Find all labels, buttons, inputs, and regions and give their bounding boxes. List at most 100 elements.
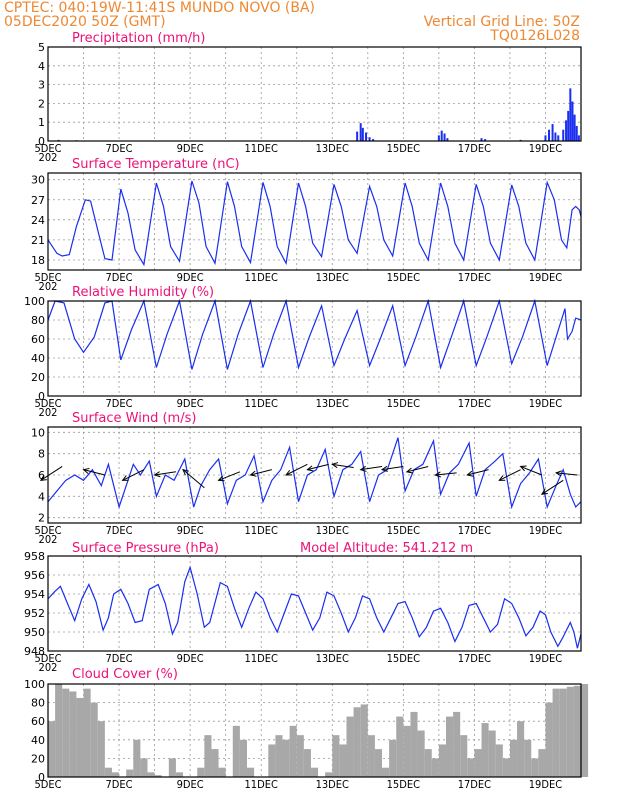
cloud-bar bbox=[417, 730, 425, 777]
cloud-cover-panel: Cloud Cover (%) 0 20 40 60 80 100 5DEC 7DEC 9DEC… bbox=[24, 667, 589, 791]
cloud-bar bbox=[90, 702, 98, 777]
x-tick-label: 11DEC bbox=[245, 397, 278, 410]
cloud-bar bbox=[566, 686, 574, 777]
precip-bar bbox=[557, 135, 560, 141]
cloud-bar bbox=[389, 739, 397, 777]
cloud-bar bbox=[410, 711, 418, 777]
x-tick-label: 9DEC bbox=[177, 778, 204, 791]
precip-bar bbox=[372, 139, 375, 141]
wind-arrow bbox=[39, 466, 63, 481]
x-tick-label: 13DEC bbox=[316, 142, 349, 155]
y-tick-label: 80 bbox=[31, 697, 45, 710]
x-tick-label: 17DEC bbox=[458, 271, 491, 284]
cloud-bar bbox=[197, 767, 205, 777]
cloud-bar bbox=[48, 721, 56, 777]
precip-bar bbox=[356, 131, 359, 141]
cloud-bar bbox=[104, 767, 112, 777]
precip-bar bbox=[571, 101, 574, 141]
cloud-bar bbox=[111, 772, 120, 777]
precip-bar bbox=[567, 110, 570, 141]
model-altitude-label: Model Altitude: 541.212 m bbox=[300, 541, 473, 556]
x-tick-label: 15DEC bbox=[387, 142, 420, 155]
wind-arrow bbox=[466, 469, 489, 477]
precipitation-title: Precipitation (mm/h) bbox=[72, 31, 205, 46]
x-tick-label: 11DEC bbox=[245, 652, 278, 665]
pressure-title: Surface Pressure (hPa) bbox=[72, 541, 219, 556]
cloud-bar bbox=[559, 688, 567, 777]
precip-bar bbox=[562, 129, 565, 141]
cloud-bar bbox=[55, 684, 63, 777]
cloud-bar bbox=[517, 721, 525, 777]
cloud-bar bbox=[538, 749, 546, 777]
cloud-bar bbox=[275, 735, 283, 777]
x-tick-label: 7DEC bbox=[106, 652, 133, 665]
year-label: 202 bbox=[39, 406, 58, 419]
y-tick-label: 40 bbox=[31, 352, 45, 365]
y-tick-label: 0 bbox=[38, 390, 45, 403]
cloud-bar bbox=[83, 688, 91, 777]
cloud-bar bbox=[460, 735, 468, 777]
wind-arrow bbox=[331, 462, 354, 469]
y-tick-label: 2 bbox=[38, 97, 45, 110]
y-tick-label: 80 bbox=[31, 314, 45, 327]
cloud-cover-title: Cloud Cover (%) bbox=[72, 667, 178, 682]
humidity-panel: Relative Humidity (%) 0 20 40 60 80 100 5DEC 7D… bbox=[24, 285, 582, 419]
wind-arrow bbox=[249, 469, 272, 477]
precipitation-panel: Precipitation (mm/h) 0 1 2 3 4 5 5DEC 7DEC 9DEC 1… bbox=[34, 31, 582, 164]
plot-frame bbox=[47, 426, 582, 524]
cloud-bar bbox=[495, 744, 503, 777]
cloud-bar bbox=[474, 749, 482, 777]
x-tick-label: 15DEC bbox=[387, 524, 420, 537]
cloud-bar bbox=[431, 758, 439, 777]
x-tick-label: 9DEC bbox=[177, 271, 204, 284]
wind-line bbox=[47, 437, 582, 510]
wind-arrow bbox=[153, 471, 176, 478]
temp-line bbox=[47, 180, 582, 267]
y-tick-label: 20 bbox=[31, 752, 45, 765]
cloud-bar bbox=[552, 688, 560, 777]
precip-bar bbox=[577, 135, 580, 141]
wind-arrow bbox=[498, 469, 521, 481]
y-tick-label: 956 bbox=[24, 569, 45, 582]
x-tick-label: 5DEC bbox=[34, 271, 61, 284]
cloud-bar bbox=[367, 735, 375, 777]
cloud-bar bbox=[289, 725, 297, 777]
year-label: 202 bbox=[39, 533, 58, 546]
y-tick-label: 10 bbox=[31, 426, 45, 439]
cloud-bar bbox=[97, 721, 105, 777]
x-tick-label: 11DEC bbox=[245, 778, 278, 791]
wind-arrow bbox=[306, 463, 329, 472]
wind-arrow bbox=[121, 469, 145, 481]
plot-frame bbox=[47, 46, 582, 142]
cloud-bar bbox=[403, 725, 411, 777]
cloud-bar bbox=[360, 704, 368, 777]
y-tick-label: 952 bbox=[24, 607, 45, 620]
y-tick-label: 27 bbox=[31, 194, 45, 207]
cloud-bar bbox=[303, 749, 311, 777]
x-tick-label: 9DEC bbox=[177, 524, 204, 537]
x-tick-label: 15DEC bbox=[387, 778, 420, 791]
x-tick-label: 5DEC bbox=[34, 397, 61, 410]
x-tick-label: 9DEC bbox=[177, 397, 204, 410]
cloud-bar bbox=[346, 716, 354, 777]
cloud-bar bbox=[524, 739, 532, 777]
cloud-bar bbox=[581, 684, 589, 777]
precip-bar bbox=[365, 132, 368, 141]
pres-line bbox=[47, 565, 582, 649]
x-tick-label: 13DEC bbox=[316, 652, 349, 665]
precip-bar bbox=[368, 137, 371, 141]
wind-arrow bbox=[540, 479, 564, 495]
cloud-bar bbox=[396, 716, 404, 777]
cloud-bar bbox=[509, 739, 518, 777]
cloud-bar bbox=[69, 691, 77, 777]
year-label: 202 bbox=[39, 280, 58, 293]
precip-bar bbox=[480, 138, 483, 141]
wind-arrow bbox=[217, 471, 241, 482]
wind-arrow bbox=[519, 465, 543, 476]
cloud-bar bbox=[374, 749, 383, 777]
wind-arrow bbox=[182, 468, 205, 489]
x-tick-label: 5DEC bbox=[34, 524, 61, 537]
x-tick-label: 11DEC bbox=[245, 271, 278, 284]
x-tick-label: 15DEC bbox=[387, 397, 420, 410]
y-tick-label: 21 bbox=[31, 234, 45, 247]
